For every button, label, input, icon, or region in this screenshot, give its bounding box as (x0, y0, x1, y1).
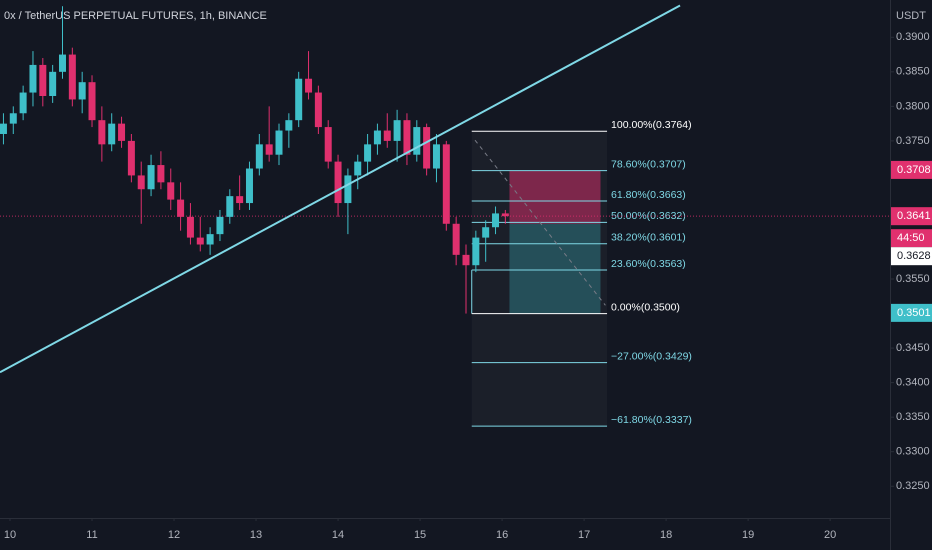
candle-body (423, 127, 431, 169)
candle-body (167, 182, 175, 200)
y-tick-label: 0.3750 (896, 135, 930, 147)
currency-label: USDT (896, 10, 926, 22)
y-tick-label: 0.3850 (896, 66, 930, 78)
x-tick-label: 11 (86, 529, 97, 541)
candle-body (265, 144, 273, 155)
y-tick-label: 0.3250 (896, 480, 930, 492)
fib-label: 100.00%(0.3764) (611, 119, 692, 131)
candle-body (206, 234, 214, 245)
y-tick-label: 0.3350 (896, 411, 930, 423)
x-tick-label: 13 (250, 529, 262, 541)
price-badge-label: 0.3708 (897, 164, 931, 176)
candle-body (137, 175, 145, 190)
price-badge-label: 44:50 (897, 232, 925, 244)
candle-body (39, 64, 47, 97)
candle-body (147, 165, 155, 190)
candle-body (177, 199, 185, 217)
candle-body (492, 213, 500, 228)
x-tick-label: 12 (168, 529, 180, 541)
candle-body (226, 196, 234, 217)
y-tick-label: 0.3300 (896, 446, 930, 458)
x-tick-label: 19 (742, 529, 754, 541)
candle-body (19, 92, 27, 114)
candle-body (472, 237, 480, 266)
x-tick-label: 16 (496, 529, 508, 541)
candle-body (196, 237, 204, 245)
candle-body (334, 161, 342, 204)
y-tick-label: 0.3900 (896, 31, 930, 43)
fib-diagonal (474, 139, 606, 306)
candle-body (118, 123, 126, 141)
price-badge (891, 229, 932, 248)
x-tick-label: 15 (414, 529, 426, 541)
candle-body (305, 78, 313, 93)
candle-body (127, 140, 135, 176)
candle-body (236, 196, 244, 204)
candle-body (255, 144, 263, 169)
candle-body (58, 54, 66, 72)
chart-title: 0x / TetherUS PERPETUAL FUTURES, 1h, BIN… (4, 10, 267, 22)
candle-body (354, 161, 362, 176)
candle-body (157, 165, 165, 183)
candle-body (403, 120, 411, 155)
candle-body (0, 123, 7, 134)
candle-body (442, 144, 450, 224)
candle-body (98, 120, 106, 145)
candle-body (462, 254, 470, 266)
candle-body (501, 213, 509, 217)
candle-body (186, 216, 194, 238)
fib-label: −27.00%(0.3429) (611, 350, 692, 362)
y-tick-label: 0.3400 (896, 377, 930, 389)
candle-body (78, 82, 86, 100)
candle-body (373, 130, 381, 145)
candle-body (452, 223, 460, 255)
fib-label: 61.80%(0.3663) (611, 189, 686, 201)
price-badge-label: 0.3641 (897, 210, 931, 222)
price-badge (891, 247, 932, 266)
candle-body (275, 130, 283, 155)
price-badge (891, 303, 932, 322)
candle-body (413, 127, 421, 155)
candle-body (88, 82, 96, 121)
price-badge (891, 207, 932, 226)
candle-body (314, 92, 322, 128)
candle-body (383, 130, 391, 141)
price-badge (891, 160, 932, 179)
y-tick-label: 0.3450 (896, 342, 930, 354)
x-tick-label: 17 (578, 529, 590, 541)
candle-body (29, 64, 37, 93)
fib-label: −61.80%(0.3337) (611, 414, 692, 426)
fib-label: 0.00%(0.3500) (611, 301, 680, 313)
candle-body (364, 144, 372, 162)
x-tick-label: 20 (824, 529, 836, 541)
trendline (0, 4, 681, 374)
x-tick-label: 14 (332, 529, 344, 541)
candle-body (49, 71, 57, 97)
candle-body (324, 127, 332, 162)
candle-body (482, 227, 490, 238)
stop-zone (509, 170, 601, 224)
candle-body (245, 168, 253, 204)
candle-body (108, 123, 116, 145)
x-tick-label: 10 (4, 529, 16, 541)
price-badge-label: 0.3628 (897, 250, 931, 262)
candle-body (295, 78, 303, 121)
candle-body (393, 120, 401, 141)
candle-body (285, 120, 293, 131)
y-tick-label: 0.3550 (896, 273, 930, 285)
x-tick-label: 18 (660, 529, 672, 541)
y-tick-label: 0.3800 (896, 100, 930, 112)
candle-body (216, 216, 224, 235)
candle-body (9, 113, 17, 124)
target-zone (509, 223, 601, 314)
candle-body (344, 175, 352, 204)
candle-body (432, 144, 440, 169)
fib-label: 78.60%(0.3707) (611, 158, 686, 170)
fib-label: 38.20%(0.3601) (611, 232, 686, 244)
price-badge-label: 0.3501 (897, 307, 931, 319)
candle-body (68, 54, 76, 100)
fib-label: 23.60%(0.3563) (611, 258, 686, 270)
